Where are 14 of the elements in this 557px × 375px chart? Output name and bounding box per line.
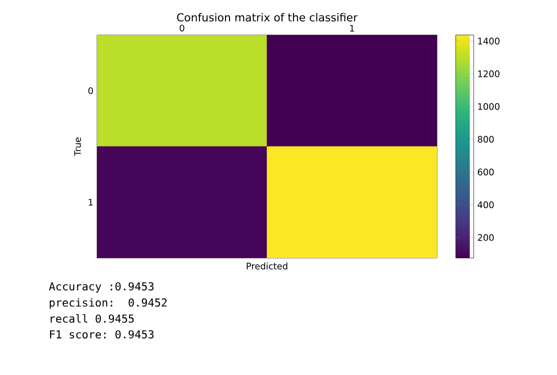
text: precision: 0.9452	[50, 298, 167, 309]
color-bar-label: 600	[478, 168, 494, 176]
color-bar-label: 200	[478, 234, 494, 241]
y-axis-title: True	[74, 137, 81, 156]
x-axis-title: Predicted	[246, 262, 288, 270]
color-bar-label: 400	[478, 201, 494, 208]
color-bar-label: 1200	[478, 70, 500, 78]
color-bar-label: 1000	[478, 103, 500, 110]
chart-title: Confusion matrix of the classifier	[177, 13, 358, 22]
text: Accuracy :0.9453	[49, 282, 154, 293]
text: F1 score: 0.9453	[50, 330, 154, 338]
color-bar-label: 1400	[478, 38, 500, 44]
text: recall 0.9455	[50, 314, 134, 323]
color-bar-label: 800	[478, 136, 494, 143]
